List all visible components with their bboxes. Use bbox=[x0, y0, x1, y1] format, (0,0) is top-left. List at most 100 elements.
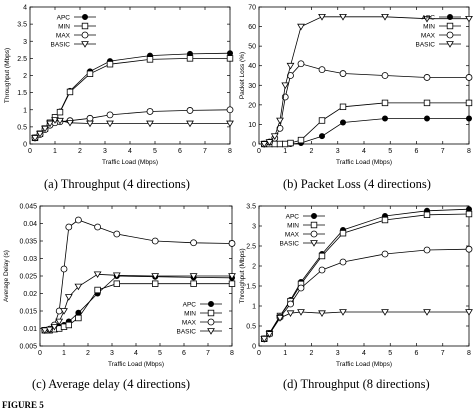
y-tick-label: 2 bbox=[252, 264, 256, 271]
y-tick-label: 40 bbox=[248, 63, 256, 70]
data-point bbox=[31, 135, 39, 142]
x-tick-label: 3 bbox=[336, 350, 340, 357]
x-tick-label: 8 bbox=[228, 148, 232, 155]
x-tick-label: 1 bbox=[62, 350, 66, 357]
data-point bbox=[265, 139, 274, 146]
chart-throughput-4-directions: 0 1 2 3 4 5 6 7 8 0 0.5 1 1.5 2 2.5 3 3.5 4 Traffic Load (… bbox=[4, 5, 234, 166]
figure-label: FIGURE 5 bbox=[2, 400, 44, 410]
y-tick-label: 2.5 bbox=[246, 244, 256, 251]
legend-label: MAX bbox=[56, 33, 71, 40]
legend-label: MIN bbox=[184, 311, 196, 318]
data-point bbox=[319, 133, 326, 140]
caption-b: (b) Packet Loss (4 directions) bbox=[283, 177, 431, 191]
x-tick-label: 2 bbox=[86, 350, 90, 357]
data-point bbox=[465, 210, 473, 218]
data-point bbox=[297, 309, 305, 316]
data-point bbox=[226, 120, 234, 128]
legend-marker bbox=[310, 221, 318, 229]
data-point bbox=[186, 107, 194, 114]
y-tick-label: 0.03 bbox=[23, 256, 37, 263]
data-point bbox=[465, 99, 473, 107]
y-tick-label: 1.5 bbox=[17, 90, 27, 97]
x-tick-label: 5 bbox=[388, 350, 392, 357]
chart-panel-a: 0 1 2 3 4 5 6 7 8 0 0.5 1 1.5 2 2.5 3 3.5 4 Traffic Load (… bbox=[0, 0, 237, 174]
data-point bbox=[74, 283, 83, 291]
data-point bbox=[339, 13, 347, 21]
data-point bbox=[151, 273, 160, 280]
data-point bbox=[94, 286, 101, 294]
data-point bbox=[66, 88, 74, 96]
data-point bbox=[381, 99, 389, 107]
y-axis-label: Packet Loss (%) bbox=[239, 52, 246, 99]
data-point bbox=[46, 120, 54, 128]
legend-marker bbox=[82, 13, 89, 20]
x-tick-label: 2 bbox=[310, 148, 314, 155]
x-tick-label: 6 bbox=[415, 350, 419, 357]
data-point bbox=[260, 336, 269, 343]
legend-label: MAX bbox=[182, 320, 197, 327]
x-tick-label: 6 bbox=[415, 148, 419, 155]
data-point bbox=[151, 280, 159, 287]
data-point bbox=[93, 271, 102, 279]
y-tick-label: 1 bbox=[252, 304, 256, 311]
data-point bbox=[86, 114, 94, 122]
legend-marker bbox=[446, 13, 453, 20]
data-point bbox=[146, 108, 154, 115]
caption-c: (c) Average delay (4 directions) bbox=[32, 377, 191, 391]
data-point bbox=[86, 120, 94, 128]
legend-label: APC bbox=[183, 302, 197, 309]
legend-marker bbox=[207, 328, 215, 335]
legend-marker bbox=[311, 212, 318, 219]
y-tick-label: 30 bbox=[248, 83, 256, 90]
data-point bbox=[106, 120, 114, 128]
x-tick-label: 2 bbox=[78, 148, 82, 155]
y-tick-label: 60 bbox=[248, 24, 256, 31]
data-point bbox=[297, 136, 305, 144]
legend-marker bbox=[81, 22, 89, 30]
data-point bbox=[190, 280, 197, 287]
data-point bbox=[60, 265, 68, 273]
y-tick-label: 0.5 bbox=[246, 324, 256, 331]
y-tick-label: 0 bbox=[252, 344, 256, 351]
data-point bbox=[64, 294, 73, 301]
data-point bbox=[423, 15, 431, 23]
series-line bbox=[264, 102, 469, 145]
data-point bbox=[265, 331, 274, 338]
data-point bbox=[423, 309, 431, 316]
data-point bbox=[423, 99, 431, 107]
data-point bbox=[146, 120, 154, 128]
data-point bbox=[189, 273, 198, 280]
data-point bbox=[65, 223, 73, 231]
data-point bbox=[465, 115, 472, 122]
data-point bbox=[228, 280, 236, 287]
data-point bbox=[60, 308, 68, 315]
legend-marker bbox=[81, 41, 89, 48]
data-point bbox=[75, 314, 82, 322]
series-line bbox=[264, 311, 469, 340]
legend: APC MIN MAX BASIC bbox=[279, 212, 325, 248]
x-tick-label: 8 bbox=[467, 350, 471, 357]
x-tick-label: 0 bbox=[38, 350, 42, 357]
series-line bbox=[34, 58, 230, 139]
y-tick-label: 3 bbox=[252, 224, 256, 231]
y-axis-label: Throughput (Mbps) bbox=[239, 248, 246, 303]
x-tick-label: 5 bbox=[153, 148, 157, 155]
x-tick-label: 1 bbox=[53, 148, 57, 155]
series-max bbox=[260, 245, 473, 343]
series-line bbox=[264, 118, 469, 145]
data-point bbox=[423, 115, 430, 122]
data-point bbox=[146, 56, 154, 63]
data-point bbox=[228, 240, 236, 247]
x-tick-label: 6 bbox=[178, 148, 182, 155]
data-point bbox=[66, 119, 74, 127]
data-point bbox=[381, 309, 389, 316]
legend-marker bbox=[207, 318, 215, 326]
data-point bbox=[287, 139, 294, 147]
x-tick-label: 8 bbox=[467, 148, 471, 155]
data-point bbox=[186, 55, 194, 62]
data-point bbox=[45, 326, 54, 334]
data-point bbox=[286, 310, 295, 317]
chart-panel-b: 0 1 2 3 4 5 6 7 8 0 10 20 30 40 50 60 70 Traffic Load (Mb… bbox=[237, 0, 474, 174]
data-point bbox=[318, 13, 326, 21]
x-tick-label: 0 bbox=[257, 350, 261, 357]
